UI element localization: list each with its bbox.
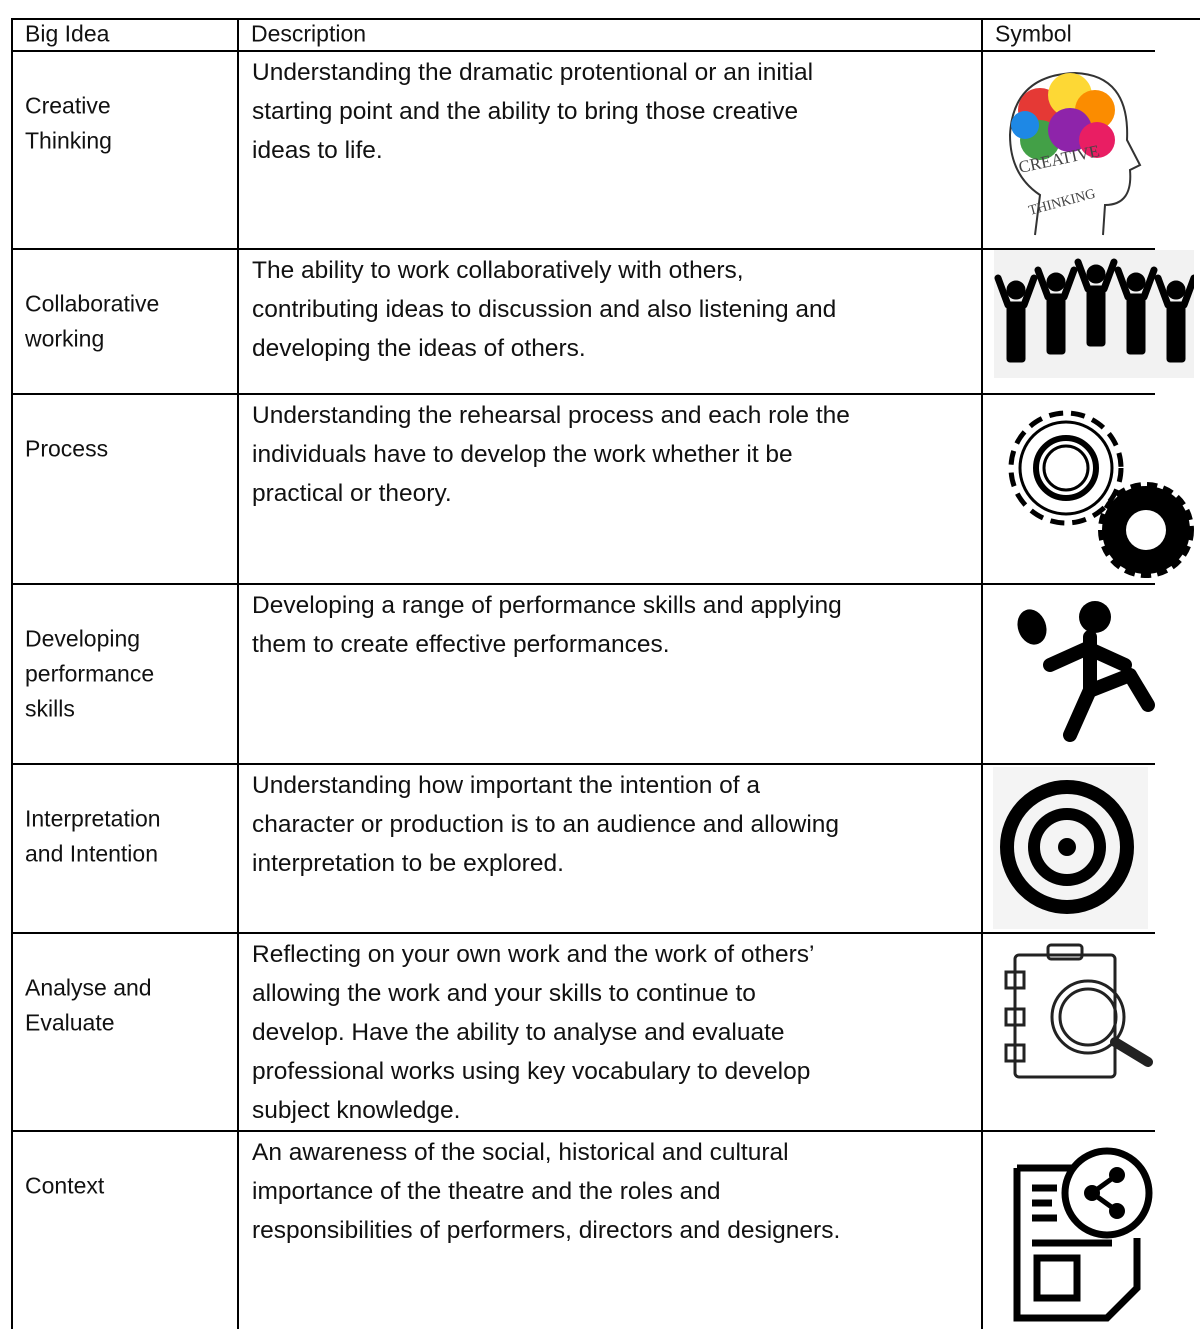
row-border [11, 763, 1155, 765]
big-idea: Context [25, 1172, 105, 1199]
description: interpretation to be explored. [252, 850, 564, 877]
target-icon [993, 767, 1148, 929]
big-idea: Analyse and [25, 974, 152, 1001]
row-border [11, 1130, 1155, 1132]
column-border [981, 18, 983, 1329]
performer-icon [1017, 601, 1155, 742]
description: developing the ideas of others. [252, 335, 586, 362]
header-cell: Big Idea [25, 20, 110, 47]
header-cell: Symbol [995, 20, 1072, 47]
description: character or production is to an audienc… [252, 811, 840, 838]
header-cell: Description [251, 20, 367, 47]
description: professional works using key vocabulary … [252, 1058, 811, 1085]
row-border [11, 18, 1200, 20]
description: develop. Have the ability to analyse and… [252, 1019, 785, 1046]
icon-text: THINKING [1027, 187, 1097, 219]
big-idea: and Intention [25, 840, 159, 867]
analyse-icon [1004, 943, 1153, 1079]
big-idea: Interpretation [25, 805, 161, 832]
big-idea: Collaborative [25, 290, 160, 317]
description: contributing ideas to discussion and als… [252, 296, 837, 323]
big-idea: Process [25, 435, 109, 462]
row-border [11, 583, 1155, 585]
description: allowing the work and your skills to con… [252, 980, 756, 1007]
description: Understanding how important the intentio… [252, 772, 761, 799]
description: subject knowledge. [252, 1097, 461, 1124]
gears-icon [1008, 410, 1194, 578]
description: starting point and the ability to bring … [252, 98, 799, 125]
big-idea: skills [25, 695, 75, 722]
row-border [11, 50, 1155, 52]
description: importance of the theatre and the roles … [252, 1178, 721, 1205]
creative-thinking-icon: CREATIVE THINKING [1008, 71, 1142, 236]
row-border [11, 393, 1155, 395]
description: individuals have to develop the work whe… [252, 441, 793, 468]
description: Developing a range of performance skills… [252, 592, 842, 619]
column-border [11, 18, 13, 1329]
big-idea: Developing [25, 625, 141, 652]
row-border [11, 248, 1155, 250]
big-idea: working [25, 325, 105, 352]
description: responsibilities of performers, director… [252, 1217, 841, 1244]
description: An awareness of the social, historical a… [252, 1139, 789, 1166]
collaboration-icon [994, 250, 1194, 378]
description: ideas to life. [252, 137, 383, 164]
description: Understanding the dramatic protentional … [252, 59, 814, 86]
column-border [237, 18, 239, 1329]
description: them to create effective performances. [252, 631, 670, 658]
description: Understanding the rehearsal process and … [252, 402, 850, 429]
description: practical or theory. [252, 480, 452, 507]
context-icon [1013, 1147, 1153, 1322]
description: The ability to work collaboratively with… [252, 257, 744, 284]
big-idea: performance [25, 660, 155, 687]
description: Reflecting on your own work and the work… [252, 941, 815, 968]
big-idea: Thinking [25, 127, 112, 154]
row-border [11, 932, 1155, 934]
big-idea: Evaluate [25, 1009, 115, 1036]
big-idea: Creative [25, 92, 111, 119]
